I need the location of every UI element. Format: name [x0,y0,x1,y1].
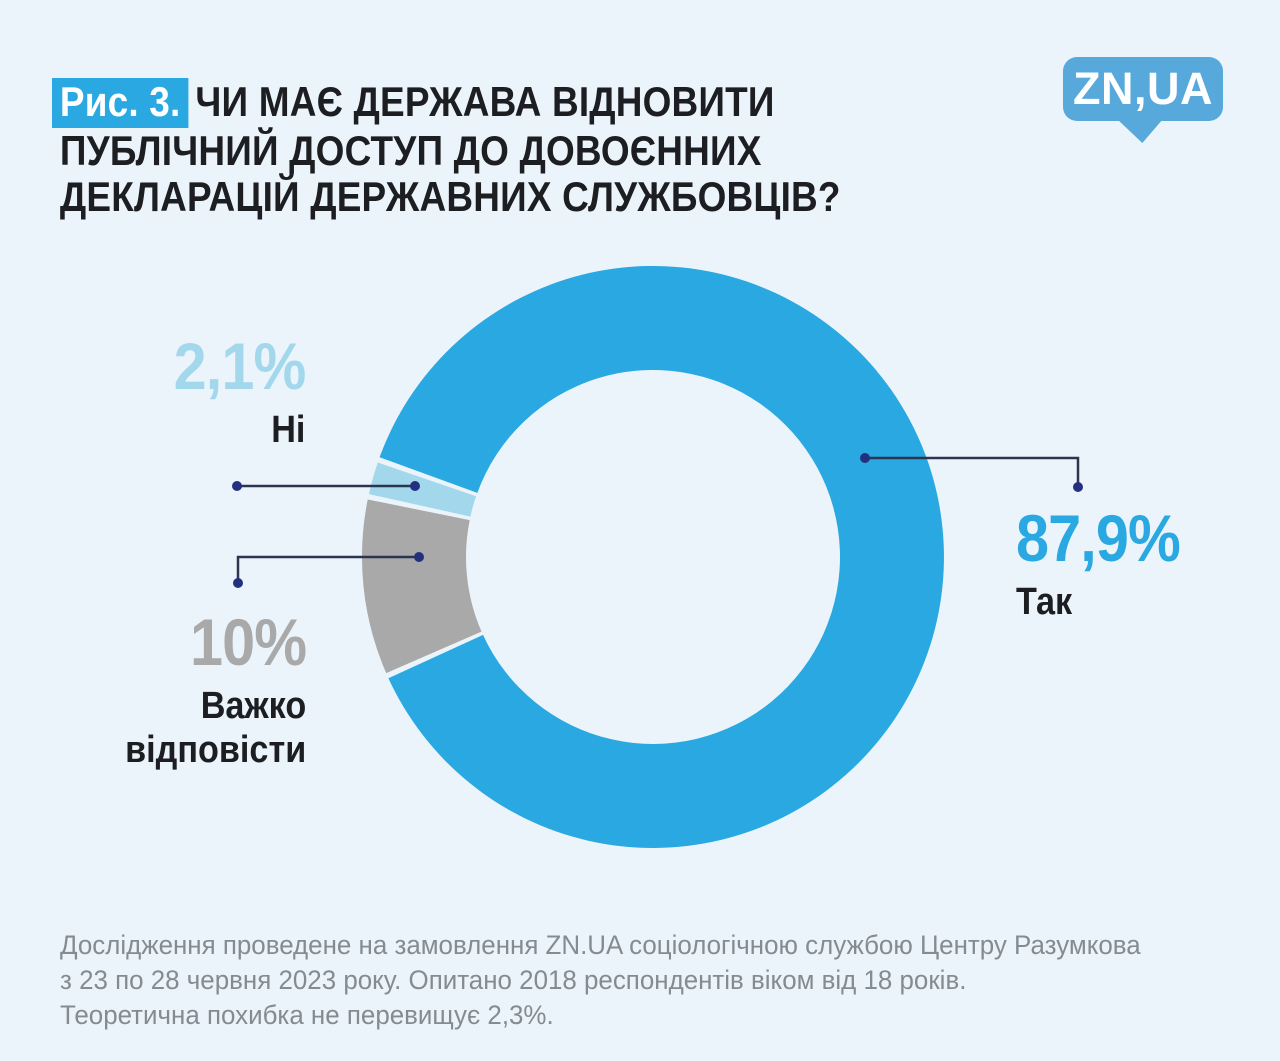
donut-segment-tak [379,265,944,848]
callout-ni: 2,1% Ні [173,329,306,452]
callout-tak-label: Так [1016,581,1073,623]
page-title: Рис. 3. ЧИ МАЄ ДЕРЖАВА ВІДНОВИТИ ПУБЛІЧНИ… [52,78,841,220]
callout-vazhko-label: Важко відповісти [125,684,306,772]
leader-dot-tak-0 [860,453,870,463]
donut-segment-vazhko [361,499,482,674]
leader-dot-vazhko-0 [414,552,424,562]
callout-vazhko-label-line-1: Важко [200,685,306,727]
figure-badge: Рис. 3. [52,78,189,129]
callout-tak: 87,9% Так [1016,501,1181,624]
znua-logo-text: ZN,UA [1073,63,1213,114]
title-line-1: ЧИ МАЄ ДЕРЖАВА ВІДНОВИТИ [195,78,775,126]
methodology-note: Дослідження проведене на замовлення ZN.U… [60,928,1141,1033]
znua-logo-bubble: ZN,UA [1063,57,1223,121]
leader-dot-ni-1 [232,481,242,491]
leader-dot-ni-0 [410,481,420,491]
title-line-2: ПУБЛІЧНИЙ ДОСТУП ДО ДОВОЄННИХ [59,127,762,175]
callout-vazhko-value: 10% [189,605,307,679]
callout-ni-label: Ні [270,409,305,451]
callout-tak-value: 87,9% [1016,501,1181,575]
methodology-line-2: з 23 по 28 червня 2023 року. Опитано 201… [60,965,967,995]
callout-vazhko-label-line-2: відповісти [124,729,306,771]
leader-dot-vazhko-1 [233,578,243,588]
methodology-line-1: Дослідження проведене на замовлення ZN.U… [60,930,1141,960]
title-line-3: ДЕКЛАРАЦІЙ ДЕРЖАВНИХ СЛУЖБОВЦІВ? [59,173,841,221]
donut-segment-ni [368,462,477,517]
methodology-line-3: Теоретична похибка не перевищує 2,3%. [60,1000,554,1030]
leader-dot-tak-1 [1073,482,1083,492]
leader-line-vazhko [236,555,419,583]
callout-ni-value: 2,1% [173,329,306,403]
znua-logo[interactable]: ZN,UA [1063,57,1223,147]
callout-vazhko: 10% Важко відповісти [125,605,307,772]
leader-line-tak [865,456,1080,487]
